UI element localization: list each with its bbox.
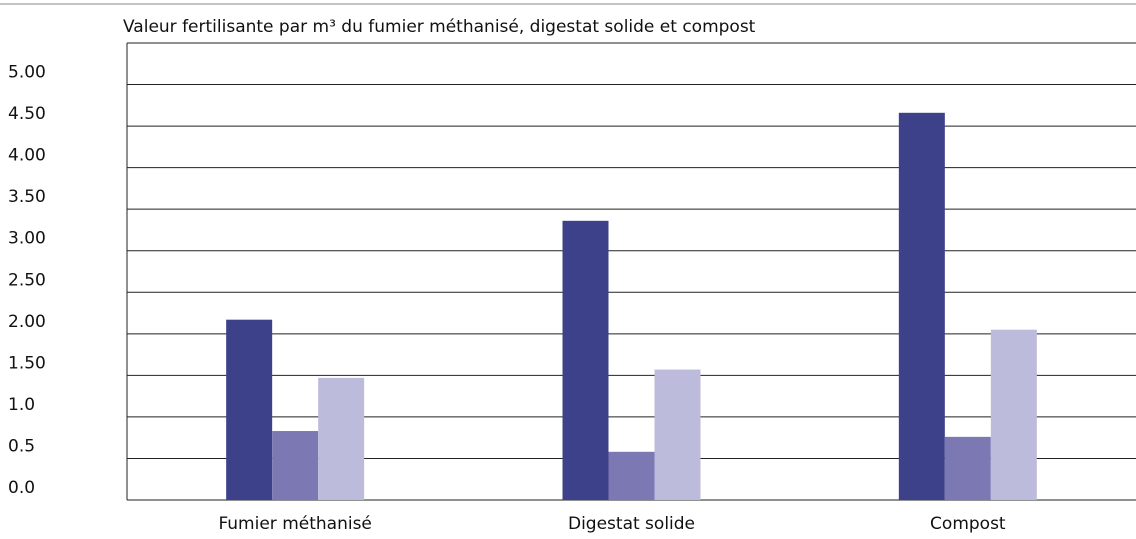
- y-tick-label: 1.0: [8, 395, 35, 415]
- x-tick-label: Digestat solide: [568, 514, 695, 534]
- bar: [226, 319, 273, 500]
- y-tick-label: 3.50: [8, 187, 46, 207]
- y-tick-label: 2.50: [8, 270, 46, 290]
- bar: [898, 112, 945, 501]
- bar: [990, 329, 1037, 500]
- bar: [608, 451, 655, 500]
- x-tick-label: Fumier méthanisé: [218, 514, 371, 534]
- y-tick-label: 1.50: [8, 353, 46, 373]
- y-tick-label: 4.00: [8, 146, 46, 166]
- y-tick-label: 5.00: [8, 63, 46, 83]
- y-tick-label: 2.00: [8, 312, 46, 332]
- chart-title: Valeur fertilisante par m³ du fumier mét…: [123, 17, 756, 37]
- bar: [562, 220, 609, 500]
- y-tick-label: 0.5: [8, 436, 35, 456]
- bar: [944, 436, 991, 500]
- y-tick-label: 3.00: [8, 229, 46, 249]
- x-tick-label: Compost: [930, 514, 1006, 534]
- y-tick-label: 0.0: [8, 478, 35, 498]
- bar: [318, 377, 365, 500]
- bar: [272, 431, 319, 500]
- bar: [654, 369, 701, 500]
- y-tick-label: 4.50: [8, 104, 46, 124]
